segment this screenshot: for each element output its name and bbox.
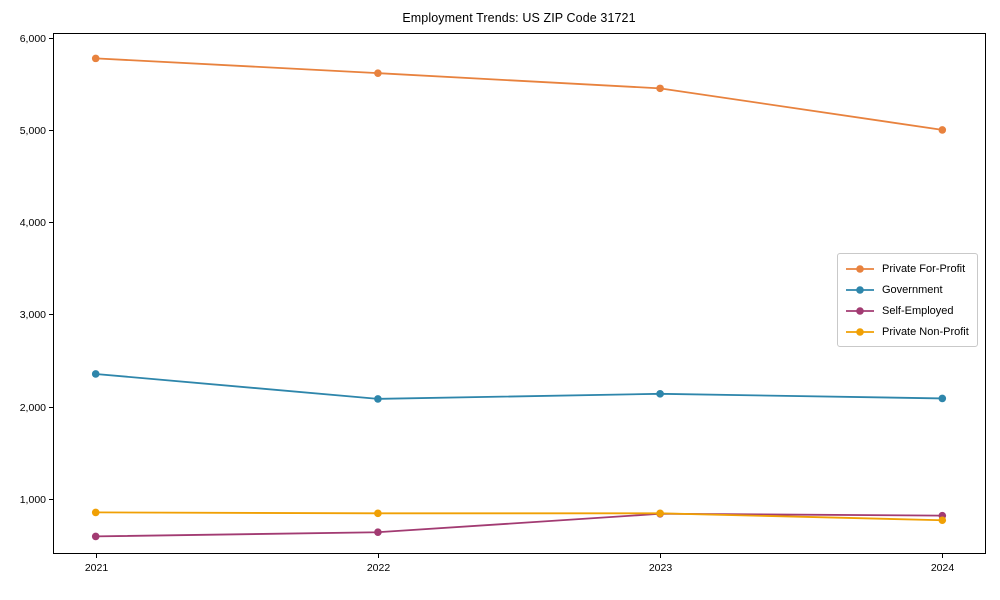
chart-title: Employment Trends: US ZIP Code 31721 [402, 11, 636, 25]
legend-item-private-for-profit: Private For-Profit [845, 258, 971, 279]
data-point-private-for-profit [656, 84, 664, 93]
legend-label: Private Non-Profit [882, 325, 969, 338]
legend-item-private-non-profit: Private Non-Profit [845, 321, 971, 342]
legend-marker-self-employed-icon [846, 306, 874, 315]
data-point-government [656, 390, 664, 398]
data-point-private-for-profit [374, 69, 382, 77]
x-tick-label: 2022 [367, 562, 391, 574]
series-line-government [94, 373, 944, 400]
legend-marker-private-for-profit-icon [846, 264, 874, 273]
x-tick-label: 2024 [931, 562, 955, 574]
series-line-private-for-profit [94, 57, 944, 131]
y-tick-label: 1,000 [20, 494, 46, 506]
y-tick-label: 5,000 [20, 125, 46, 137]
data-point-government [374, 395, 382, 403]
y-tick-label: 2,000 [20, 402, 46, 414]
legend-label: Government [882, 283, 943, 296]
y-tick-label: 4,000 [20, 217, 46, 229]
data-point-government [91, 370, 100, 378]
legend: Private For-Profit Government Self-Employe… [837, 253, 978, 347]
legend-label: Private For-Profit [882, 262, 966, 275]
data-point-self-employed [91, 532, 100, 541]
legend-label: Self-Employed [882, 304, 954, 317]
data-point-private-non-profit [656, 509, 664, 518]
data-point-government [938, 394, 947, 403]
plot-frame [53, 33, 986, 554]
data-point-private-non-profit [938, 516, 947, 525]
data-point-private-non-profit [91, 508, 100, 517]
data-point-private-for-profit [938, 126, 947, 134]
data-point-private-for-profit [91, 54, 100, 63]
legend-item-government: Government [845, 279, 971, 300]
legend-marker-private-non-profit-icon [846, 327, 874, 336]
series-line-private-non-profit [94, 511, 944, 522]
y-tick-label: 3,000 [20, 309, 46, 321]
x-tick-label: 2021 [85, 562, 109, 574]
legend-marker-government-icon [846, 285, 874, 294]
legend-item-self-employed: Self-Employed [845, 300, 971, 321]
data-point-private-non-profit [374, 509, 382, 518]
series-line-self-employed [94, 512, 944, 538]
data-point-self-employed [374, 528, 382, 537]
y-tick-label: 6,000 [20, 33, 46, 45]
x-tick-label: 2023 [649, 562, 673, 574]
